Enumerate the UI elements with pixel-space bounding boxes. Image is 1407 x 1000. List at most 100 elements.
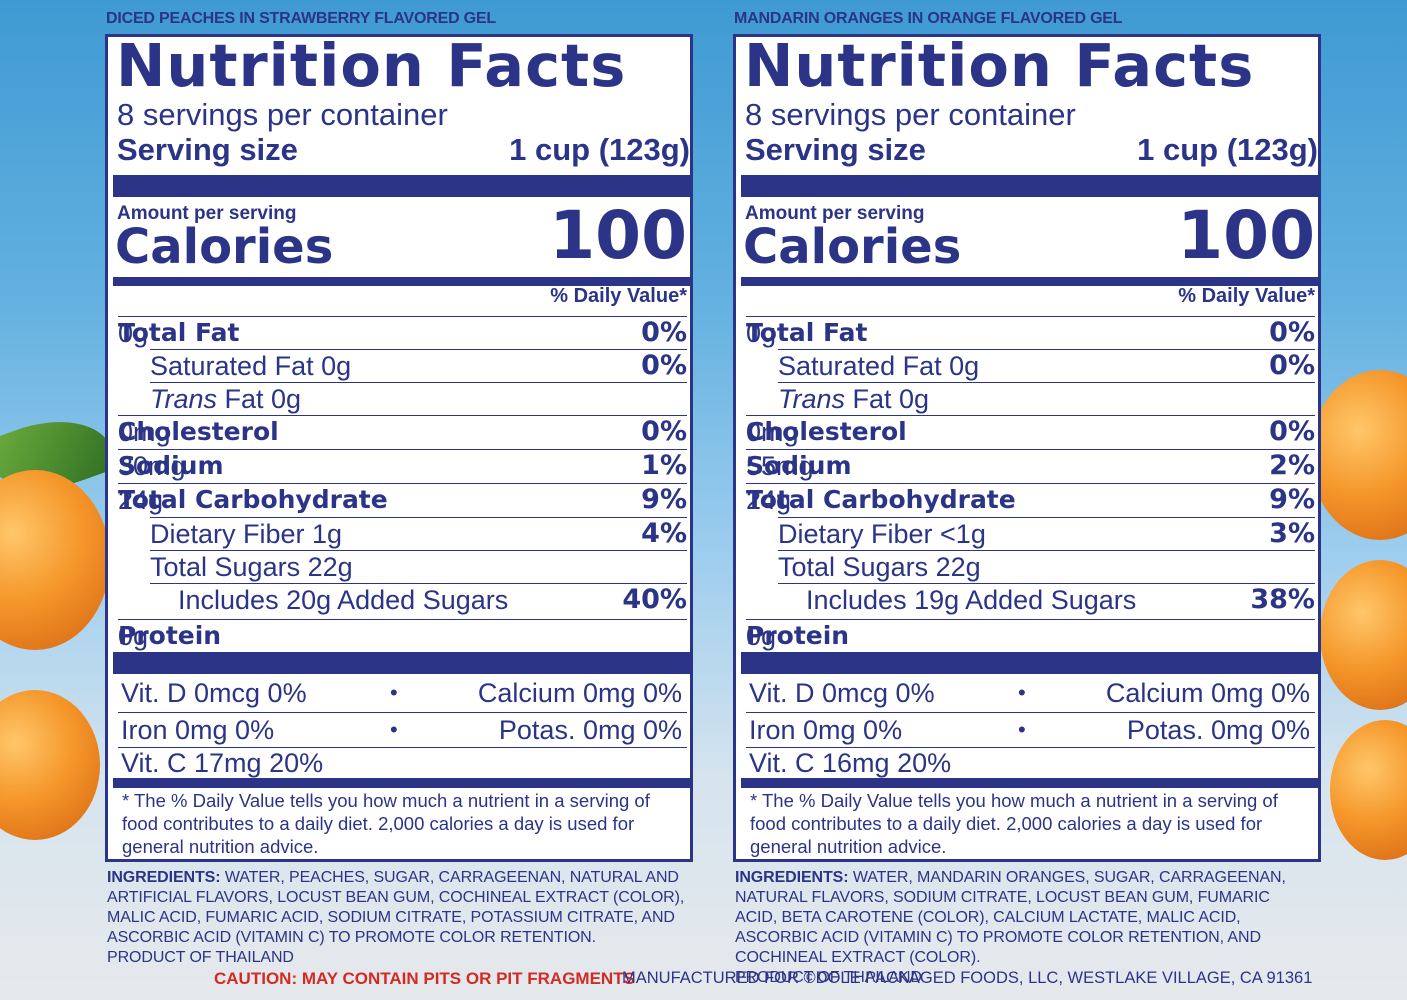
nutrient-row-total-carbohydrate: Total Carbohydrate 24g 9% <box>746 483 1315 517</box>
nutrient-label: Sodium <box>746 451 852 480</box>
orange-image <box>1320 560 1407 710</box>
medium-divider <box>113 778 690 788</box>
nutrient-label: Includes 20g Added Sugars <box>178 585 509 615</box>
nutrient-label: Saturated Fat 0g <box>150 351 352 381</box>
orange-image <box>0 690 100 840</box>
nutrient-label: Sodium <box>118 451 224 480</box>
nutrient-label: Total Sugars 22g <box>150 552 353 582</box>
nutrient-label: Cholesterol <box>118 417 279 446</box>
nutrient-row-protein: Protein 0g <box>746 619 1315 653</box>
nutrient-amount: 0g <box>118 621 149 651</box>
servings-per-container: 8 servings per container <box>117 97 448 132</box>
nutrient-label: Cholesterol <box>746 417 907 446</box>
ingredients-text: WATER, PEACHES, SUGAR, CARRAGEENAN, NATU… <box>107 869 685 946</box>
bullet: • <box>1018 717 1026 742</box>
nutrient-pct: 0% <box>641 416 687 447</box>
nutrient-row-cholesterol: Cholesterol 0mg 0% <box>118 415 687 449</box>
calcium: Calcium 0mg 0% <box>1105 678 1310 708</box>
thin-divider <box>118 712 687 713</box>
daily-value-header: % Daily Value* <box>1178 285 1315 307</box>
bullet: • <box>390 680 398 705</box>
ingredients-left: INGREDIENTS: WATER, PEACHES, SUGAR, CARR… <box>107 868 707 968</box>
nutrient-row-total-carbohydrate: Total Carbohydrate 24g 9% <box>118 483 687 517</box>
serving-size-value: 1 cup (123g) <box>1137 132 1318 167</box>
bullet: • <box>1018 680 1026 705</box>
nutrient-label: Dietary Fiber 1g <box>150 519 343 549</box>
nutrient-pct: 4% <box>641 518 687 549</box>
nutrient-label: Total Fat <box>746 318 868 347</box>
nutrient-label: Total Sugars 22g <box>778 552 981 582</box>
thick-divider <box>113 175 690 197</box>
origin: PRODUCT OF THAILAND <box>107 949 294 966</box>
caution-text: CAUTION: MAY CONTAIN PITS OR PIT FRAGMEN… <box>214 969 635 988</box>
nutrient-pct: 0% <box>641 350 687 381</box>
nutrient-label: Fat 0g <box>217 384 302 414</box>
ingredients-text: WATER, MANDARIN ORANGES, SUGAR, CARRAGEE… <box>735 869 1286 966</box>
footnote: * The % Daily Value tells you how much a… <box>122 790 650 857</box>
potassium: Potas. 0mg 0% <box>498 715 682 745</box>
nutrient-label: Total Fat <box>118 318 240 347</box>
nutrient-label: Protein <box>746 621 850 650</box>
nutrient-amount: 24g <box>118 485 164 515</box>
iron: Iron 0mg 0% <box>121 715 275 745</box>
nutrient-label-italic: Trans <box>150 384 218 414</box>
nutrient-label: Total Carbohydrate <box>746 485 1016 514</box>
nutrient-label: Includes 19g Added Sugars <box>806 585 1137 615</box>
nutrient-amount: 30mg <box>118 451 186 481</box>
calories-value: 100 <box>1177 197 1315 274</box>
servings-per-container: 8 servings per container <box>745 97 1076 132</box>
nutrient-row-dietary-fiber: Dietary Fiber 1g 4% <box>150 517 687 551</box>
thin-divider <box>746 747 1315 748</box>
nutrient-pct: 9% <box>641 484 687 515</box>
nutrient-label-italic: Trans <box>778 384 846 414</box>
thick-divider <box>741 652 1318 674</box>
calories-value: 100 <box>549 197 687 274</box>
nutrient-label: Total Carbohydrate <box>118 485 388 514</box>
nutrient-pct: 0% <box>641 317 687 348</box>
thick-divider <box>741 175 1318 197</box>
ingredients-right: INGREDIENTS: WATER, MANDARIN ORANGES, SU… <box>735 868 1315 988</box>
serving-size-label: Serving size <box>117 132 298 167</box>
nutrient-label: Fat 0g <box>845 384 930 414</box>
nutrient-amount: 55mg <box>746 451 814 481</box>
nutrient-row-sodium: Sodium 55mg 2% <box>746 449 1315 483</box>
nutrient-row-total-fat: Total Fat 0g 0% <box>746 316 1315 350</box>
ingredients-label: INGREDIENTS: <box>735 869 849 886</box>
nutrient-amount: 0g <box>118 318 149 348</box>
medium-divider <box>741 778 1318 788</box>
potassium: Potas. 0mg 0% <box>1126 715 1310 745</box>
nutrient-pct: 0% <box>1269 416 1315 447</box>
nutrient-amount: 0mg <box>746 417 799 447</box>
footnote: * The % Daily Value tells you how much a… <box>750 790 1278 857</box>
medium-divider <box>113 277 690 286</box>
calcium: Calcium 0mg 0% <box>477 678 682 708</box>
nutrient-pct: 1% <box>641 450 687 481</box>
nutrient-row-saturated-fat: Saturated Fat 0g 0% <box>150 349 687 383</box>
nutrient-row-total-fat: Total Fat 0g 0% <box>118 316 687 350</box>
nutrition-facts-title: Nutrition Facts <box>744 31 1255 100</box>
nutrient-amount: 0g <box>746 621 777 651</box>
nutrient-amount: 24g <box>746 485 792 515</box>
amount-per-serving: Amount per serving <box>745 203 925 224</box>
calories-label: Calories <box>115 219 334 275</box>
nutrient-pct: 0% <box>1269 350 1315 381</box>
thin-divider <box>118 747 687 748</box>
nutrition-facts-title: Nutrition Facts <box>116 31 627 100</box>
serving-size-label: Serving size <box>745 132 926 167</box>
nutrient-row-cholesterol: Cholesterol 0mg 0% <box>746 415 1315 449</box>
serving-size-value: 1 cup (123g) <box>509 132 690 167</box>
thick-divider <box>113 652 690 674</box>
nutrient-row-added-sugars: Includes 20g Added Sugars 40% <box>150 583 687 617</box>
nutrient-row-trans-fat: Trans Fat 0g <box>778 382 1315 416</box>
vitamin-c: Vit. C 16mg 20% <box>749 748 952 778</box>
nutrient-amount: 0g <box>746 318 777 348</box>
nutrient-row-sodium: Sodium 30mg 1% <box>118 449 687 483</box>
product-name: MANDARIN ORANGES IN ORANGE FLAVORED GEL <box>734 10 1123 27</box>
nutrient-label: Saturated Fat 0g <box>778 351 980 381</box>
nutrient-label: Dietary Fiber <1g <box>778 519 986 549</box>
bullet: • <box>390 717 398 742</box>
nutrition-facts-panel: Nutrition Facts 8 servings per container… <box>105 31 693 862</box>
nutrient-row-protein: Protein 0g <box>118 619 687 653</box>
daily-value-header: % Daily Value* <box>550 285 687 307</box>
thin-divider <box>746 712 1315 713</box>
